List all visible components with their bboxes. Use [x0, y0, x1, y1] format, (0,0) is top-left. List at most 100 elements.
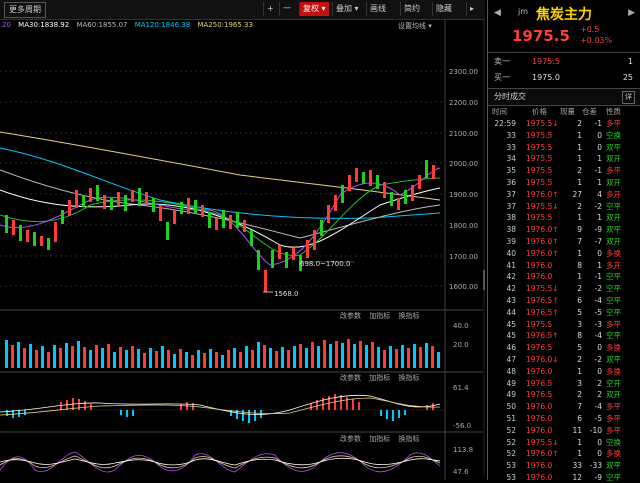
- trade-time: 35: [506, 166, 516, 176]
- trade-time: 38: [506, 213, 516, 223]
- trade-volume: 3: [577, 319, 582, 329]
- table-row: 44 1976.5↑ 5 -5 空平: [488, 307, 640, 318]
- table-row: 35 1975.5 2 -1 多平: [488, 165, 640, 176]
- bid-label: 买一: [494, 73, 510, 82]
- ma-legend-item: MA30:1838.92: [18, 21, 70, 29]
- trade-volume: 2: [577, 284, 582, 294]
- trade-volume: 8: [577, 331, 582, 341]
- trade-volume: 1: [577, 366, 582, 376]
- trade-nature: 空平: [606, 284, 621, 294]
- chevron-down-icon: ▾: [354, 4, 359, 13]
- open-interest-change: 0: [597, 449, 602, 459]
- detail-button[interactable]: 详: [622, 91, 635, 104]
- trade-time: 45: [506, 319, 516, 329]
- ask-label: 卖一: [494, 57, 510, 66]
- trade-time: 39: [506, 237, 516, 246]
- table-row: 37 1975.5↓ 2 -2 空平: [488, 201, 640, 212]
- table-row: 38 1975.5 1 1 双开: [488, 212, 640, 223]
- bid-row[interactable]: 买一 1975.0 25: [488, 71, 640, 85]
- more-periods-button[interactable]: 更多周期: [4, 2, 46, 18]
- trade-time: 53: [506, 473, 516, 482]
- splitter-handle[interactable]: [483, 270, 485, 290]
- add-indicator-button[interactable]: 加指标: [369, 312, 391, 320]
- open-interest-change: 1: [597, 154, 602, 164]
- table-row: 53 1976.0 12 -9 空平: [488, 472, 640, 483]
- table-row: 47 1976.0↓ 2 -2 双平: [488, 354, 640, 365]
- simple-button[interactable]: 简约: [400, 2, 423, 16]
- trade-price: 1975.5: [526, 154, 553, 164]
- trade-nature: 空平: [606, 201, 621, 211]
- hide-button[interactable]: 隐藏: [432, 2, 455, 16]
- trade-nature: 空平: [606, 331, 621, 341]
- table-row: 45 1976.5↑ 8 -4 空平: [488, 330, 640, 341]
- trade-nature: 双开: [606, 237, 621, 246]
- zoom-in-button[interactable]: +: [263, 2, 277, 16]
- trade-time: 42: [506, 272, 516, 282]
- trade-price: 1976.5: [526, 378, 553, 388]
- trade-volume: 1: [577, 437, 582, 447]
- trade-volume: 1: [577, 213, 582, 223]
- chevron-right-icon[interactable]: ▸: [466, 2, 477, 16]
- trade-price: 1976.0: [526, 461, 553, 471]
- switch-indicator-button[interactable]: 换指标: [398, 374, 420, 382]
- candles: [5, 160, 435, 292]
- trade-volume: 1: [577, 178, 582, 187]
- trade-time: 52: [506, 425, 516, 435]
- trade-time: 22:59: [494, 119, 516, 128]
- ma-legend-item: MA250:1965.33: [197, 21, 253, 29]
- trade-time: 33: [506, 130, 516, 140]
- change-params-button[interactable]: 改参数: [340, 435, 361, 443]
- trade-price: 1976.0: [526, 473, 553, 482]
- draw-line-button[interactable]: 画线: [366, 2, 389, 16]
- chevron-right-icon[interactable]: ▶: [628, 8, 635, 18]
- chevron-left-icon[interactable]: ◀: [494, 8, 501, 18]
- table-row: 45 1975.5 3 -3 多平: [488, 319, 640, 330]
- trade-nature: 空开: [606, 378, 621, 388]
- change-params-button[interactable]: 改参数: [340, 312, 361, 320]
- trade-volume: 33: [572, 461, 582, 471]
- trade-price: 1976.0: [526, 425, 553, 435]
- trade-time: 40: [506, 248, 516, 258]
- price-axis-label: 2300.00: [449, 68, 478, 76]
- table-row: 37 1976.0↑ 27 4 多开: [488, 189, 640, 200]
- range-annotation: 698.0~1700.0: [300, 260, 350, 268]
- zoom-out-button[interactable]: 一: [279, 2, 294, 16]
- trade-price: 1976.0: [526, 366, 553, 376]
- switch-indicator-button[interactable]: 换指标: [398, 435, 420, 443]
- ma120-line: [0, 147, 441, 219]
- open-interest-change: -1: [594, 119, 602, 128]
- change-percent: +0.03%: [580, 36, 613, 45]
- bid-price: 1975.0: [532, 73, 560, 82]
- ma-legend-item: MA60:1855.07: [76, 21, 128, 29]
- adjust-button[interactable]: 复权 ▾: [299, 2, 329, 16]
- table-row: 22:59 1975.5↓ 2 -1 多平: [488, 118, 640, 129]
- panel-splitter[interactable]: [483, 20, 485, 475]
- kline-chart[interactable]: 2300.00 2200.00 2100.00 2000.00 1900.00 …: [0, 0, 485, 480]
- trade-time: 34: [506, 154, 516, 164]
- settings-ma-button[interactable]: 设置均线 ▾: [398, 21, 432, 31]
- open-interest-change: 0: [597, 437, 602, 447]
- open-interest-change: -2: [594, 201, 602, 211]
- trade-volume: 2: [577, 201, 582, 211]
- trade-price: 1975.5: [526, 178, 553, 187]
- open-interest-change: 2: [597, 390, 602, 400]
- open-interest-change: -4: [594, 296, 602, 305]
- trade-volume: 1: [577, 142, 582, 152]
- change-params-button[interactable]: 改参数: [340, 374, 361, 382]
- ask-row[interactable]: 卖一 1975.5 1: [488, 55, 640, 69]
- trade-nature: 空换: [606, 437, 621, 447]
- add-indicator-button[interactable]: 加指标: [369, 435, 391, 443]
- trade-nature: 双平: [606, 225, 621, 235]
- open-interest-change: 4: [597, 189, 602, 199]
- chart-area[interactable]: 更多周期 + 一 复权 ▾ 叠加 ▾ 画线 简约 隐藏 ▸ 20 MA30:18…: [0, 0, 485, 480]
- settings-ma-label: 设置均线: [398, 22, 426, 30]
- time-sales-header: 分时成交 详: [488, 88, 640, 106]
- add-indicator-button[interactable]: 加指标: [369, 374, 391, 382]
- open-interest-change: -33: [589, 461, 602, 471]
- overlay-button[interactable]: 叠加 ▾: [332, 2, 362, 16]
- trade-price: 1976.5↑: [526, 331, 559, 341]
- macd-axis-label: 61.4: [453, 384, 469, 392]
- macd-panel-header: 改参数 加指标 换指标: [334, 373, 419, 383]
- switch-indicator-button[interactable]: 换指标: [398, 312, 420, 320]
- trade-time: 50: [506, 402, 516, 412]
